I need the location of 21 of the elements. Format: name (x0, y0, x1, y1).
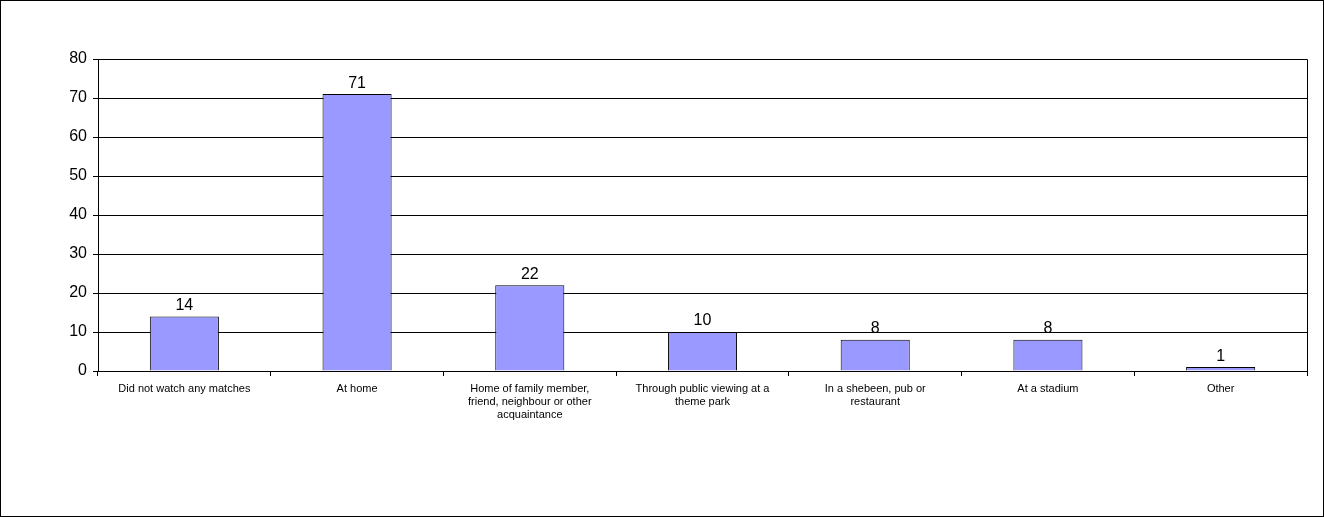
x-tick-label: Home of family member, friend, neighbour or other acquaintance (468, 381, 592, 421)
data-label: 14 (175, 295, 194, 313)
y-tick-label: 50 (69, 166, 88, 184)
y-tick-label: 60 (69, 127, 88, 145)
data-label: 10 (693, 311, 712, 329)
y-tick-label: 20 (69, 283, 88, 301)
x-tick-label: Did not watch any matches (118, 381, 251, 394)
y-tick-label: 10 (69, 322, 88, 340)
x-tick-label: Through public viewing at a theme park (635, 381, 771, 407)
data-label: 71 (348, 73, 367, 91)
y-tick-label: 40 (69, 205, 88, 223)
data-label: 1 (1216, 346, 1226, 364)
y-tick-label: 80 (69, 49, 88, 67)
y-tick-label: 0 (78, 361, 88, 379)
x-tick-label: Other (1206, 381, 1235, 394)
y-tick-label: 70 (69, 88, 88, 106)
x-tick-label: In a shebeen, pub or restaurant (824, 381, 926, 407)
y-tick-label: 30 (69, 244, 88, 262)
x-tick-label: At a stadium (1017, 381, 1079, 394)
data-label: 22 (520, 264, 539, 282)
x-tick-label: At home (336, 381, 378, 394)
